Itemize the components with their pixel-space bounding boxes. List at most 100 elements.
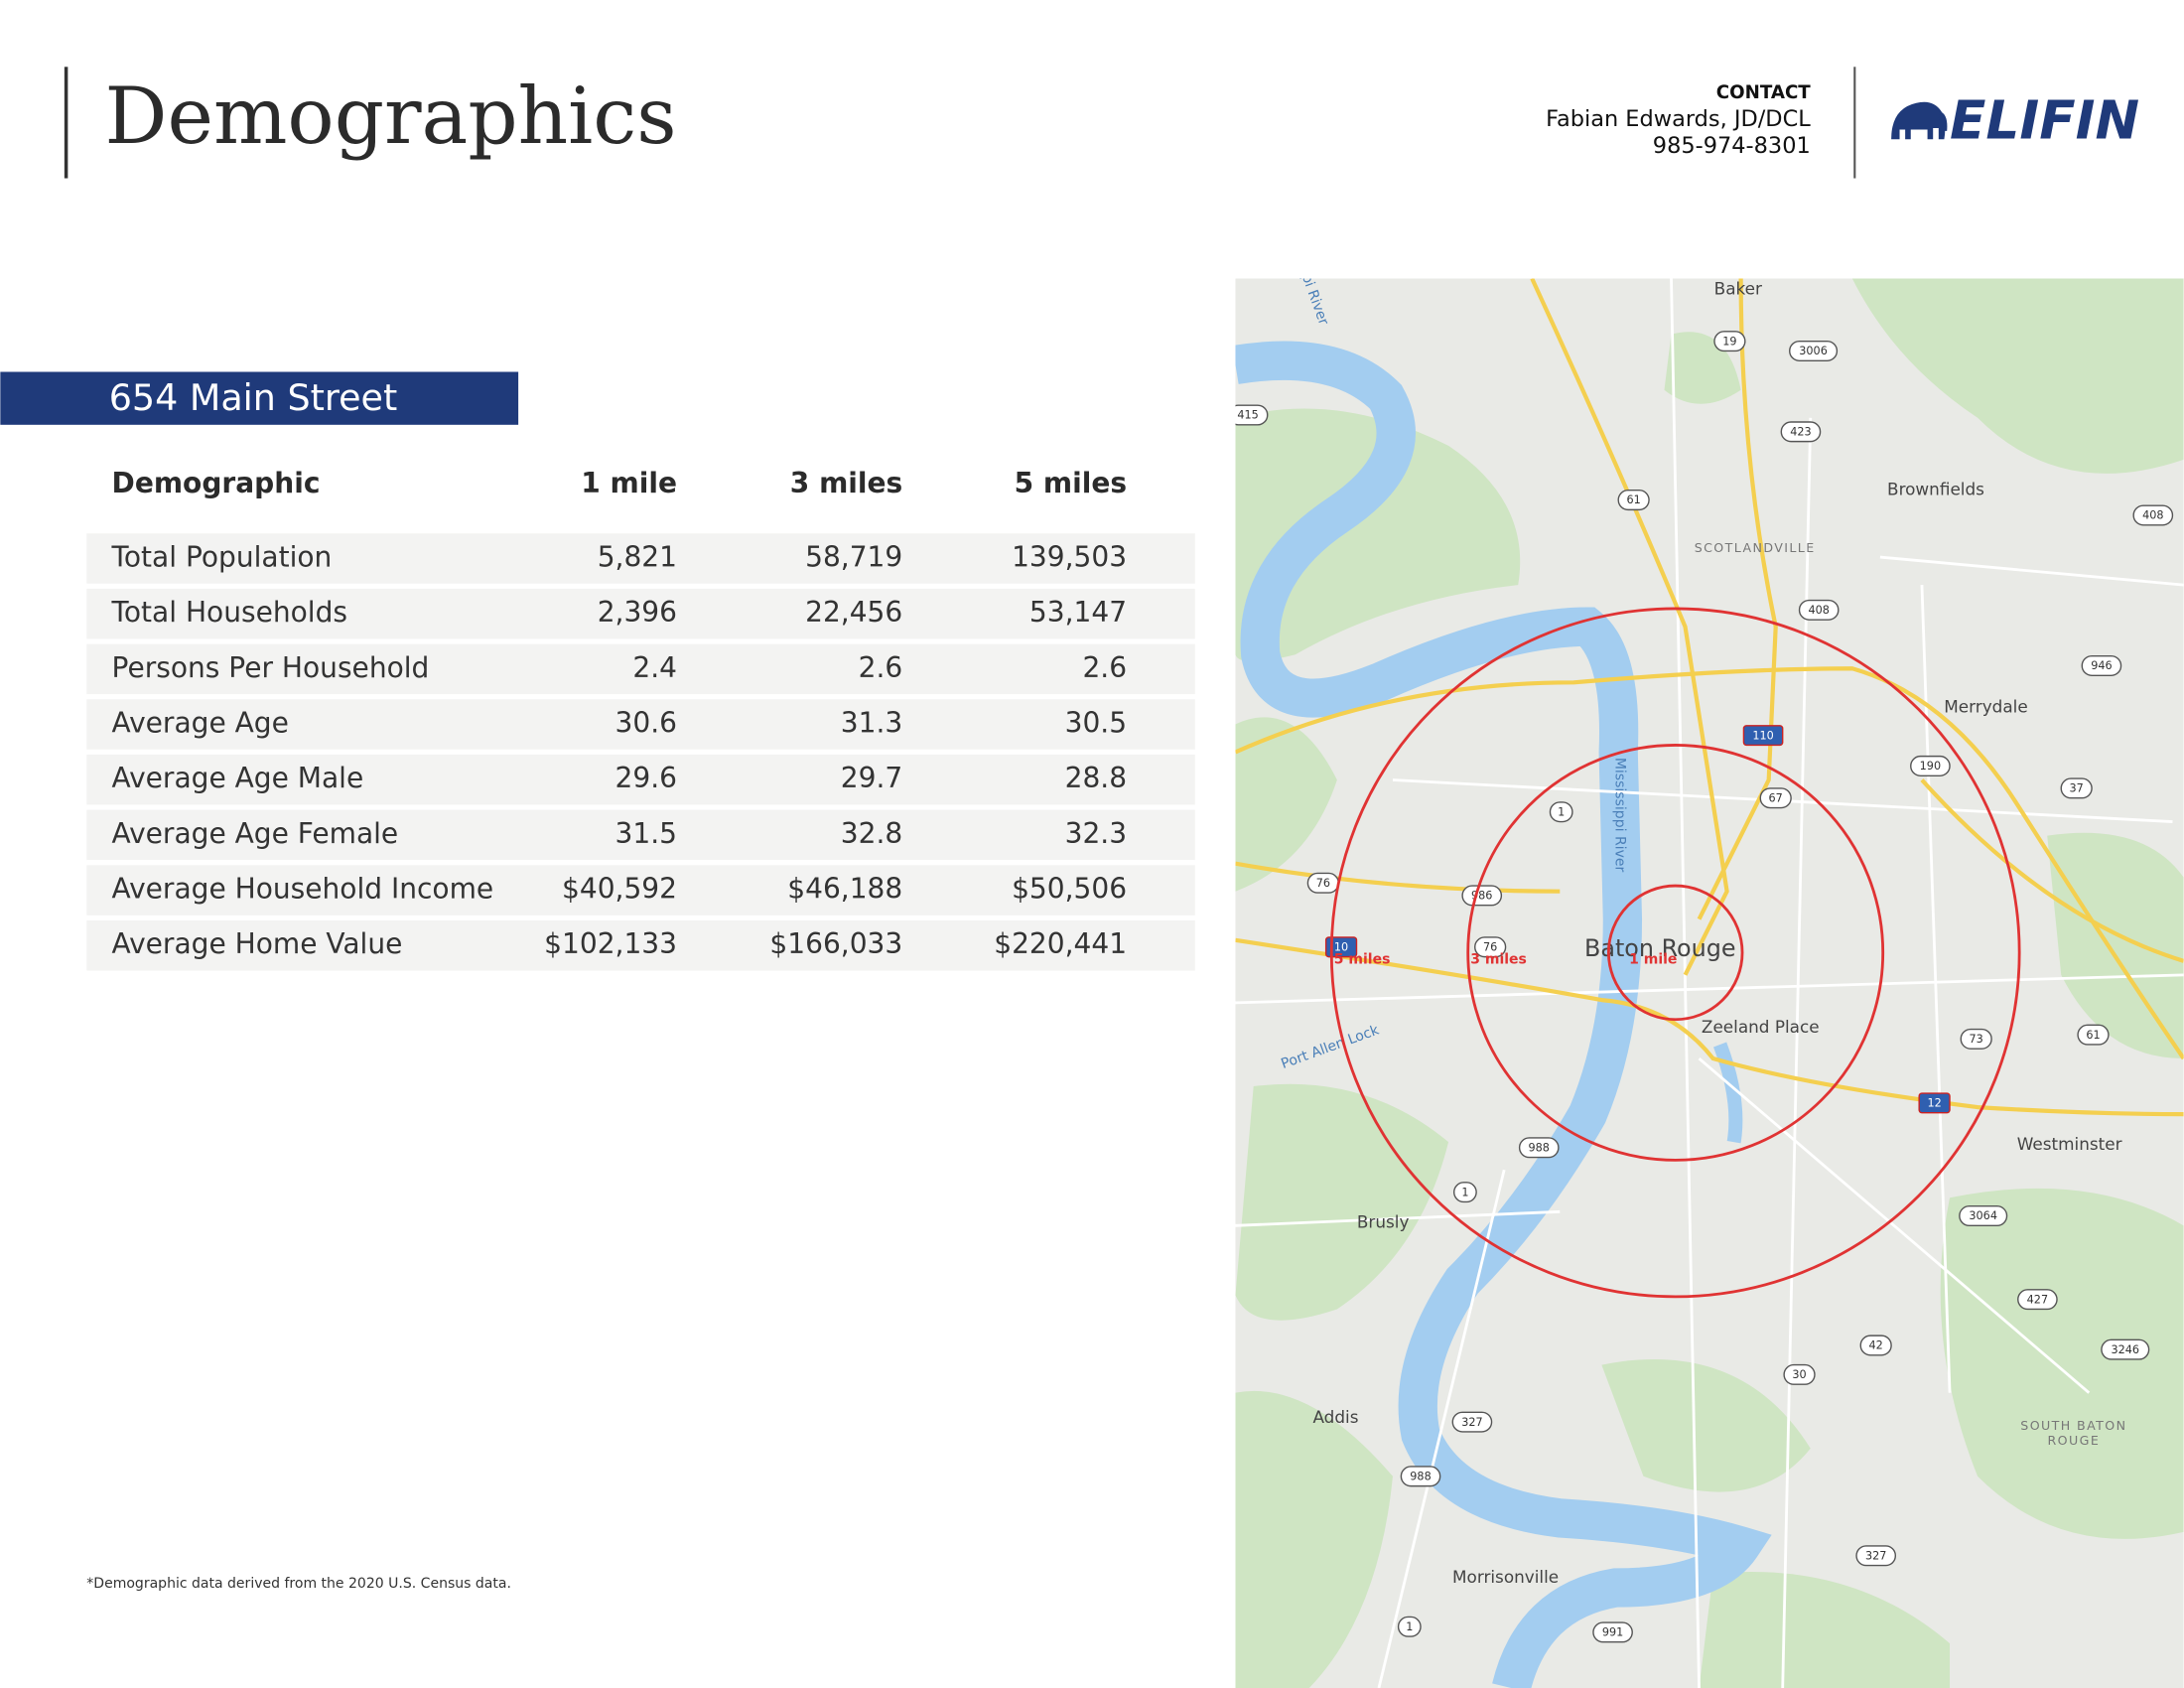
logo-icon xyxy=(1891,101,1948,140)
road-shield-label: 190 xyxy=(1920,760,1941,773)
ring-5-miles xyxy=(1329,607,2021,1299)
road-shield-label: 110 xyxy=(1752,729,1773,742)
table-value: 31.5 xyxy=(615,817,677,850)
road-shield xyxy=(1592,1621,1633,1643)
road-shield xyxy=(1451,1411,1493,1433)
row-label: Average Age xyxy=(112,707,289,740)
table-value: 2.6 xyxy=(1082,651,1127,684)
road-shield xyxy=(1789,340,1839,361)
road-shield xyxy=(2060,777,2093,799)
place-label: Brownfields xyxy=(1887,480,1984,499)
road-shield xyxy=(2081,654,2122,676)
place-label: Brusly xyxy=(1357,1212,1410,1232)
road-shield xyxy=(2077,1024,2110,1046)
contact-label: CONTACT xyxy=(1716,82,1812,103)
row-background xyxy=(86,920,1195,971)
table-value: 30.5 xyxy=(1065,707,1127,740)
row-label: Average Age Male xyxy=(112,762,364,794)
lake xyxy=(1713,1042,1743,1144)
row-label: Average Household Income xyxy=(112,873,494,906)
row-background xyxy=(86,588,1195,639)
table-value: 29.6 xyxy=(615,762,677,794)
road-shield-label: 3246 xyxy=(2111,1343,2139,1356)
place-label: SCOTLANDVILLE xyxy=(1695,540,1816,555)
column-header: 3 miles xyxy=(790,467,902,499)
contact-name: Fabian Edwards, JD/DCL xyxy=(1546,106,1811,132)
road-shield-label: 1 xyxy=(1406,1620,1413,1633)
road-shield-label: 3064 xyxy=(1969,1209,1997,1222)
road-shield xyxy=(1960,1028,1992,1050)
section-title: 654 Main Street xyxy=(109,376,398,419)
road-shield-label: 12 xyxy=(1927,1097,1941,1110)
table-value: 32.8 xyxy=(841,817,902,850)
road-shield-label: 988 xyxy=(1529,1141,1550,1154)
row-background xyxy=(86,699,1195,750)
road-shield xyxy=(1324,936,1358,958)
road-shield xyxy=(1855,1545,1897,1567)
map-highways xyxy=(1235,278,2184,1117)
page-title: Demographics xyxy=(105,70,677,162)
road-shield-label: 61 xyxy=(1626,493,1640,506)
road-shield xyxy=(1400,1466,1441,1487)
map-green-areas xyxy=(1235,278,2184,1688)
header-divider xyxy=(1853,67,1856,179)
table-value: $50,506 xyxy=(1012,873,1127,906)
table-value: 2.4 xyxy=(632,651,677,684)
column-header: 5 miles xyxy=(1015,467,1127,499)
road-shield-label: 423 xyxy=(1790,426,1811,439)
road-shield xyxy=(1452,1182,1477,1203)
row-background xyxy=(86,754,1195,805)
header-rule xyxy=(64,67,68,179)
road-shield xyxy=(1235,404,1269,426)
table-value: $102,133 xyxy=(544,927,677,960)
table-value: 32.3 xyxy=(1065,817,1127,850)
table-value: 5,821 xyxy=(598,540,677,573)
road-shield-label: 427 xyxy=(2027,1293,2048,1306)
place-label: Morrisonville xyxy=(1452,1567,1559,1587)
ring-label: 3 miles xyxy=(1470,951,1527,967)
water-label: Mississippi River xyxy=(1612,758,1628,873)
road-shield xyxy=(2017,1289,2058,1311)
road-shield-label: 408 xyxy=(1808,604,1829,617)
road-shield-label: 76 xyxy=(1316,877,1330,890)
table-value: 28.8 xyxy=(1065,762,1127,794)
row-label: Average Age Female xyxy=(112,817,399,850)
road-shield-label: 327 xyxy=(1461,1416,1482,1429)
road-shield xyxy=(1518,1137,1560,1159)
table-value: 2,396 xyxy=(598,596,677,629)
road-shield xyxy=(1959,1204,2008,1227)
road-shield xyxy=(1397,1616,1422,1637)
row-label: Total Population xyxy=(111,540,333,573)
table-value: $220,441 xyxy=(994,927,1127,960)
column-header: Demographic xyxy=(112,467,321,499)
road-shield xyxy=(2101,1338,2150,1360)
row-label: Average Home Value xyxy=(112,927,403,960)
road-shield-label: 61 xyxy=(2086,1029,2100,1042)
row-background xyxy=(86,533,1195,584)
road-shield xyxy=(1461,885,1503,907)
row-label: Persons Per Household xyxy=(112,651,430,684)
column-header: 1 mile xyxy=(581,467,677,499)
road-shield xyxy=(1549,801,1573,823)
place-label: SOUTH BATON xyxy=(2020,1418,2126,1433)
row-background xyxy=(86,865,1195,915)
road-shield xyxy=(1859,1335,1892,1356)
road-shield-label: 946 xyxy=(2091,659,2112,672)
road-shield-label: 19 xyxy=(1722,335,1736,348)
table-value: 139,503 xyxy=(1012,540,1127,573)
map-streets xyxy=(1235,278,2184,1688)
road-shield-label: 327 xyxy=(1865,1549,1886,1562)
road-shield-label: 1 xyxy=(1558,805,1565,818)
road-shield-label: 988 xyxy=(1410,1471,1431,1483)
table-value: 29.7 xyxy=(841,762,902,794)
road-shield-label: 10 xyxy=(1334,940,1348,953)
road-shield xyxy=(2132,504,2174,526)
road-shield-label: 415 xyxy=(1237,409,1258,422)
row-label: Total Households xyxy=(111,596,347,629)
place-label: Baker xyxy=(1714,279,1762,299)
table-value: 2.6 xyxy=(859,651,903,684)
ring-label: 5 miles xyxy=(1334,951,1391,967)
ring-1-mile xyxy=(1606,884,1744,1022)
row-background xyxy=(86,643,1195,695)
